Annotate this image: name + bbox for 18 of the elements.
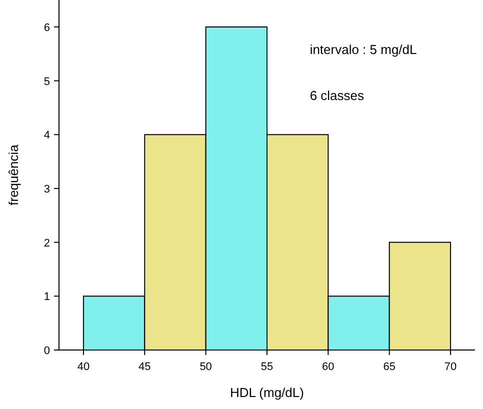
x-tick-label: 50: [200, 361, 212, 373]
annotation: 6 classes: [310, 88, 365, 103]
x-tick-label: 45: [138, 361, 151, 373]
y-tick-label: 3: [44, 183, 50, 196]
y-axis-title: frequência: [6, 144, 21, 206]
x-tick-label: 40: [77, 361, 90, 373]
y-tick-label: 2: [44, 237, 50, 250]
x-tick-label: 70: [444, 361, 457, 373]
x-axis-title: HDL (mg/dL): [230, 385, 304, 400]
annotation: intervalo : 5 mg/dL: [310, 42, 417, 57]
y-tick-label: 1: [44, 291, 50, 304]
x-tick-label: 60: [322, 361, 334, 373]
y-tick-label: 0: [44, 345, 50, 357]
y-tick-label: 5: [44, 76, 50, 88]
x-tick-label: 55: [260, 361, 274, 373]
y-tick-label: 4: [44, 130, 50, 142]
y-tick-label: 6: [44, 22, 50, 34]
x-tick-label: 65: [383, 361, 396, 373]
